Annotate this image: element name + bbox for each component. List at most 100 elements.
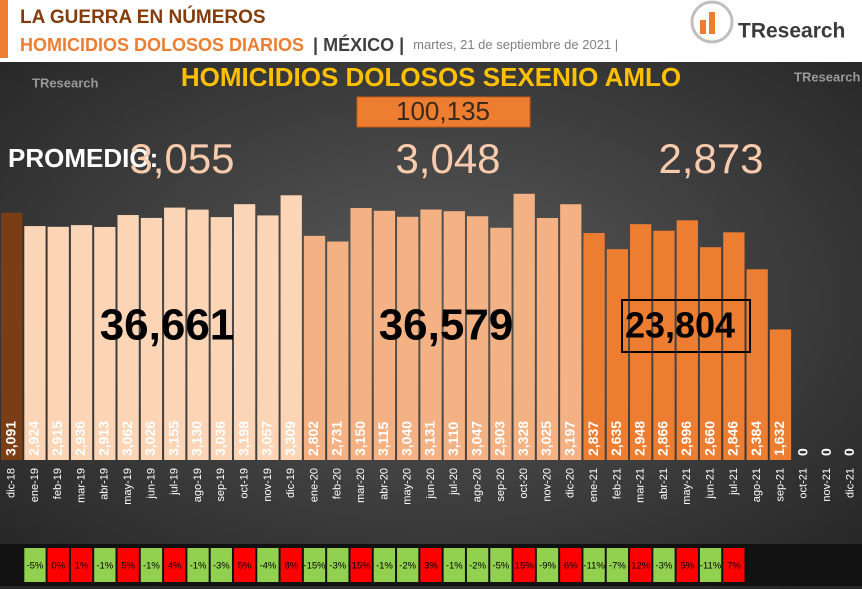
change-label: 15% [515,561,535,572]
bar [164,207,186,460]
bar [490,227,512,460]
value-label: 2,996 [678,421,694,456]
value-label: 3,040 [398,421,414,456]
x-tick-label: ago-21 [751,468,763,502]
x-tick-label: oct-21 [798,468,810,499]
value-label: 2,915 [49,421,65,456]
logo-ring [690,0,734,44]
bar [397,216,419,460]
x-tick-label: jun-19 [145,468,157,500]
annotations: 3,055 36,661 3,048 36,579 2,873 23,804 [100,135,764,353]
x-tick-label: sep-21 [774,468,786,502]
bar [187,209,209,460]
x-tick-label: ene-19 [29,468,41,502]
change-label: -15% [303,561,326,572]
change-cell [466,548,489,582]
change-label: 15% [352,561,372,572]
value-label: 3,091 [2,421,18,456]
change-label: -1% [446,561,463,572]
value-label: 2,837 [585,421,601,456]
value-label: 3,062 [119,421,135,456]
change-cell [583,548,605,582]
x-tick-label: mar-19 [75,468,87,503]
change-label: 8% [284,561,298,572]
value-label: 3,130 [189,421,205,456]
change-label: -3% [213,561,230,572]
x-tick-label: may-20 [402,468,414,505]
value-label: 2,866 [655,421,671,456]
x-tick-label: may-19 [122,468,134,505]
x-tick-label: jun-21 [704,468,716,500]
value-label: 3,036 [212,421,228,456]
total-label: 100,135 [396,96,490,126]
x-tick-label: nov-21 [821,468,833,502]
value-label: 2,924 [26,421,42,456]
header-accent [0,0,8,58]
change-cell [606,548,629,582]
bar [443,211,465,460]
change-label: -5% [26,561,43,572]
group-total: 36,661 [100,301,235,350]
x-tick-label: sep-20 [495,468,507,502]
change-cell [373,548,396,582]
bar [350,208,372,460]
x-tick-label: abr-20 [378,468,390,500]
bar [373,210,396,460]
bar [560,204,582,460]
change-cell [699,548,722,582]
change-label: -9% [539,561,556,572]
x-tick-label: may-21 [681,468,693,505]
value-label: 2,660 [701,421,717,456]
change-label: -2% [469,561,486,572]
x-tick-label: mar-21 [635,468,647,503]
bar [280,195,302,460]
x-tick-label: feb-21 [611,468,623,499]
bar [513,193,535,460]
x-tick-label: oct-19 [239,468,251,499]
bar [583,233,605,460]
chart-title: HOMICIDIOS DOLOSOS SEXENIO AMLO [181,62,681,92]
value-label: 3,110 [445,422,461,456]
x-tick-label: jun-20 [425,468,437,500]
change-cell [280,548,302,582]
value-label: 2,846 [725,421,741,456]
value-label: 3,150 [352,421,368,456]
value-label: 2,913 [96,421,112,456]
change-cell [303,548,326,582]
value-label: 0 [794,448,810,456]
change-cell [327,548,349,582]
change-label: -2% [399,561,416,572]
x-tick-label: jul-19 [169,468,181,496]
bar [117,215,139,460]
change-label: 5% [238,561,252,572]
watermark: TResearch [794,69,861,84]
logo-icon [709,12,715,34]
bar [233,204,256,460]
bar [466,216,489,460]
x-tick-label: nov-20 [541,468,553,502]
bar [536,218,559,460]
change-cell [94,548,116,582]
bar [24,226,46,460]
bars [1,193,792,460]
value-label: 3,309 [282,421,298,456]
bar [70,225,93,460]
change-label: 7% [727,561,741,572]
change-label: 6% [564,561,578,572]
change-label: -1% [143,561,160,572]
change-label: 4% [168,561,182,572]
x-tick-label: abr-21 [658,468,670,500]
change-label: -3% [656,561,673,572]
change-cell [47,548,69,582]
logo-text: TResearch [738,20,845,43]
average-label: 2,873 [658,135,763,182]
change-cell [653,548,675,582]
header-place: | MÉXICO | [313,34,404,55]
value-label: 2,948 [631,421,647,456]
change-cell [536,548,559,582]
change-label: 3% [424,561,438,572]
change-label: -1% [190,561,207,572]
total-box [356,96,531,128]
bar [676,220,698,460]
watermark: TResearch [32,75,99,90]
